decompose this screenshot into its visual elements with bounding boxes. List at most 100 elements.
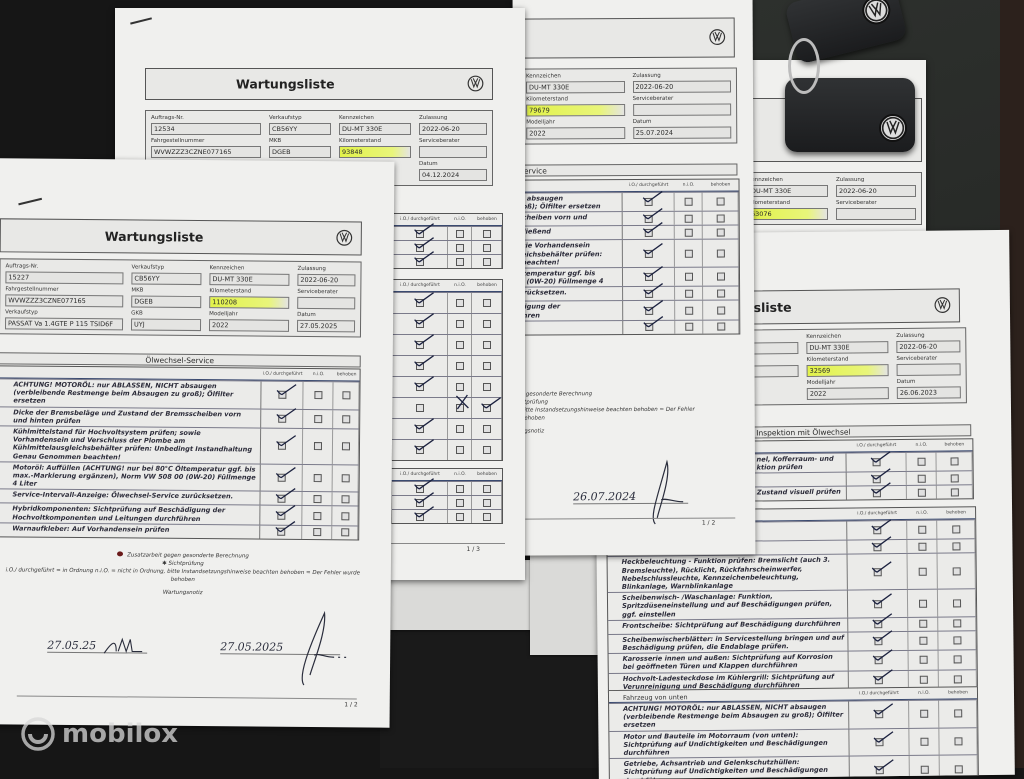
checkbox-cell-nio xyxy=(303,409,334,429)
checkbox-behoben[interactable] xyxy=(952,598,961,607)
checkbox-behoben[interactable] xyxy=(953,675,962,684)
checkbox-behoben[interactable] xyxy=(953,655,962,664)
checklist-item-text: Scheibenwisch- /Waschanlage: Funktion, S… xyxy=(607,590,849,620)
field-value: 32569 xyxy=(806,364,889,377)
checkbox-nio[interactable] xyxy=(684,306,693,315)
checkbox-nio[interactable] xyxy=(684,289,693,298)
checkbox-nio[interactable] xyxy=(455,362,464,370)
checkbox-nio[interactable] xyxy=(684,214,693,223)
checkbox-behoben[interactable] xyxy=(482,484,491,493)
checkbox-behoben[interactable] xyxy=(716,322,725,331)
checkbox-nio[interactable] xyxy=(455,341,464,349)
checkbox-behoben[interactable] xyxy=(340,511,349,521)
checkbox-nio[interactable] xyxy=(917,525,926,535)
checkbox-behoben[interactable] xyxy=(952,567,961,576)
checkbox-behoben[interactable] xyxy=(716,306,725,315)
checkbox-nio[interactable] xyxy=(313,474,322,483)
checkbox-behoben[interactable] xyxy=(482,425,491,433)
checkbox-nio[interactable] xyxy=(313,442,322,451)
checkbox-nio[interactable] xyxy=(455,498,464,507)
checklist-row: Scheibenwisch- /Waschanlage: Funktion, S… xyxy=(607,588,977,620)
checkbox-nio[interactable] xyxy=(918,599,927,608)
field: Modelljahr 2022 xyxy=(807,379,889,400)
checkbox-behoben[interactable] xyxy=(953,737,963,746)
checkbox-nio[interactable] xyxy=(455,257,464,266)
checkbox-cell-behoben xyxy=(472,482,502,495)
checkbox-behoben[interactable] xyxy=(482,446,491,454)
checkbox-nio[interactable] xyxy=(919,656,928,665)
checkbox-nio[interactable] xyxy=(313,414,322,423)
checkbox-nio[interactable] xyxy=(313,391,322,400)
checkbox-nio[interactable] xyxy=(918,636,927,645)
checkbox-behoben[interactable] xyxy=(716,214,725,223)
checkbox-behoben[interactable] xyxy=(950,457,959,466)
checkbox-behoben[interactable] xyxy=(482,498,491,507)
checkbox-behoben[interactable] xyxy=(953,709,962,718)
checkbox-nio[interactable] xyxy=(312,494,322,504)
checklist-item-text: ädigung der führen xyxy=(512,301,624,321)
checkbox-nio[interactable] xyxy=(455,512,464,521)
checkbox-behoben[interactable] xyxy=(482,341,491,349)
checkbox-behoben[interactable] xyxy=(340,528,349,537)
checkbox-nio[interactable] xyxy=(917,457,926,467)
checkbox-nio[interactable] xyxy=(455,320,464,328)
checkbox-behoben[interactable] xyxy=(951,525,960,534)
checkbox-behoben[interactable] xyxy=(341,474,350,483)
checkbox-nio[interactable] xyxy=(455,484,464,493)
checkbox-behoben[interactable] xyxy=(482,243,491,252)
checkbox-nio[interactable] xyxy=(920,765,929,774)
checkbox-nio[interactable] xyxy=(455,299,464,307)
field-label: Datum xyxy=(419,161,438,167)
checkbox-behoben[interactable] xyxy=(952,636,961,645)
checkbox-behoben[interactable] xyxy=(341,442,350,451)
field: Datum 25.07.2024 xyxy=(632,118,732,140)
checkbox-behoben[interactable] xyxy=(482,512,491,521)
checkbox-behoben[interactable] xyxy=(482,229,491,238)
checkbox-behoben[interactable] xyxy=(950,488,959,497)
checkbox-nio[interactable] xyxy=(455,446,464,454)
checkbox-behoben[interactable] xyxy=(716,197,725,206)
checkbox-nio[interactable] xyxy=(312,511,321,520)
checkbox-behoben[interactable] xyxy=(341,391,350,400)
checkbox-behoben[interactable] xyxy=(482,362,491,370)
checkbox-behoben[interactable] xyxy=(954,764,963,773)
checkbox-nio[interactable] xyxy=(684,249,693,258)
checkbox-nio[interactable] xyxy=(684,323,693,332)
checkbox-behoben[interactable] xyxy=(482,257,491,266)
checkbox-nio[interactable] xyxy=(918,620,927,629)
checkbox-cell-nio xyxy=(448,482,472,495)
checkbox-behoben[interactable] xyxy=(340,495,350,504)
checkbox-behoben[interactable] xyxy=(482,299,491,307)
checkbox-behoben[interactable] xyxy=(950,474,959,483)
checkbox-nio[interactable] xyxy=(919,737,929,746)
checkbox-nio[interactable] xyxy=(684,272,693,281)
checkbox-io[interactable] xyxy=(415,404,424,412)
checkbox-behoben[interactable] xyxy=(482,320,491,328)
checkbox-behoben[interactable] xyxy=(716,289,725,298)
checkbox-nio[interactable] xyxy=(684,228,693,237)
field-value: 25.07.2024 xyxy=(632,126,732,140)
checkbox-behoben[interactable] xyxy=(716,272,725,281)
checkbox-nio[interactable] xyxy=(917,474,926,483)
column-header: behoben xyxy=(477,283,497,288)
checkbox-behoben[interactable] xyxy=(341,415,350,424)
checkbox-behoben[interactable] xyxy=(952,619,961,628)
checkbox-nio[interactable] xyxy=(917,542,926,551)
checkbox-nio[interactable] xyxy=(684,197,693,206)
checkbox-nio[interactable] xyxy=(455,383,464,391)
checkbox-behoben[interactable] xyxy=(482,383,491,391)
checkbox-nio[interactable] xyxy=(455,243,464,252)
checkbox-nio[interactable] xyxy=(917,488,926,497)
checkbox-nio[interactable] xyxy=(455,229,464,238)
field-value: 2022 xyxy=(526,127,625,140)
checkbox-behoben[interactable] xyxy=(716,249,725,258)
checkbox-behoben[interactable] xyxy=(716,228,725,237)
checkbox-nio[interactable] xyxy=(919,710,928,719)
legend-visual-check-text: Sichtprüfung xyxy=(168,560,204,568)
checkbox-cell-behoben xyxy=(472,293,502,313)
checkbox-nio[interactable] xyxy=(918,567,927,576)
checkbox-nio[interactable] xyxy=(312,528,321,537)
checkbox-behoben[interactable] xyxy=(951,542,960,551)
checkbox-nio[interactable] xyxy=(455,425,464,433)
checkbox-nio[interactable] xyxy=(919,675,928,684)
